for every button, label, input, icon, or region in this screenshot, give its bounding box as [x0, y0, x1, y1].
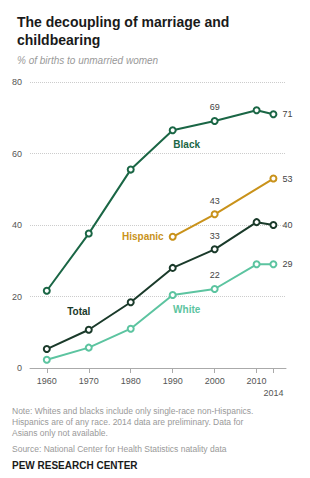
svg-text:1970: 1970	[79, 376, 99, 386]
svg-text:80: 80	[12, 77, 22, 87]
svg-text:69: 69	[210, 102, 220, 112]
svg-text:2014: 2014	[263, 388, 283, 398]
svg-text:Source: National Center for He: Source: National Center for Health Stati…	[12, 444, 227, 454]
svg-text:Total: Total	[67, 306, 90, 317]
svg-text:53: 53	[282, 174, 292, 184]
svg-text:2000: 2000	[205, 376, 225, 386]
svg-text:Asians only not available.: Asians only not available.	[12, 428, 108, 438]
svg-text:29: 29	[282, 259, 292, 269]
svg-text:The decoupling of marriage and: The decoupling of marriage and	[17, 14, 229, 30]
svg-text:1960: 1960	[37, 376, 57, 386]
svg-text:22: 22	[210, 270, 220, 280]
svg-text:childbearing: childbearing	[17, 32, 100, 48]
svg-text:0: 0	[17, 363, 22, 373]
svg-text:Note: Whites and blacks includ: Note: Whites and blacks include only sin…	[12, 406, 253, 416]
svg-text:40: 40	[282, 220, 292, 230]
svg-text:2010: 2010	[247, 376, 267, 386]
svg-text:Hispanics are of any race. 201: Hispanics are of any race. 2014 data are…	[12, 417, 244, 427]
svg-text:60: 60	[12, 149, 22, 159]
svg-text:White: White	[173, 304, 201, 315]
svg-text:Hispanic: Hispanic	[122, 231, 164, 242]
svg-text:Black: Black	[173, 139, 200, 150]
svg-text:PEW RESEARCH CENTER: PEW RESEARCH CENTER	[12, 460, 138, 471]
svg-text:40: 40	[12, 220, 22, 230]
svg-text:% of births to unmarried women: % of births to unmarried women	[17, 55, 159, 66]
svg-text:33: 33	[210, 231, 220, 241]
svg-text:71: 71	[282, 109, 292, 119]
svg-text:1980: 1980	[121, 376, 141, 386]
svg-text:43: 43	[210, 196, 220, 206]
svg-text:1990: 1990	[163, 376, 183, 386]
svg-text:20: 20	[12, 292, 22, 302]
